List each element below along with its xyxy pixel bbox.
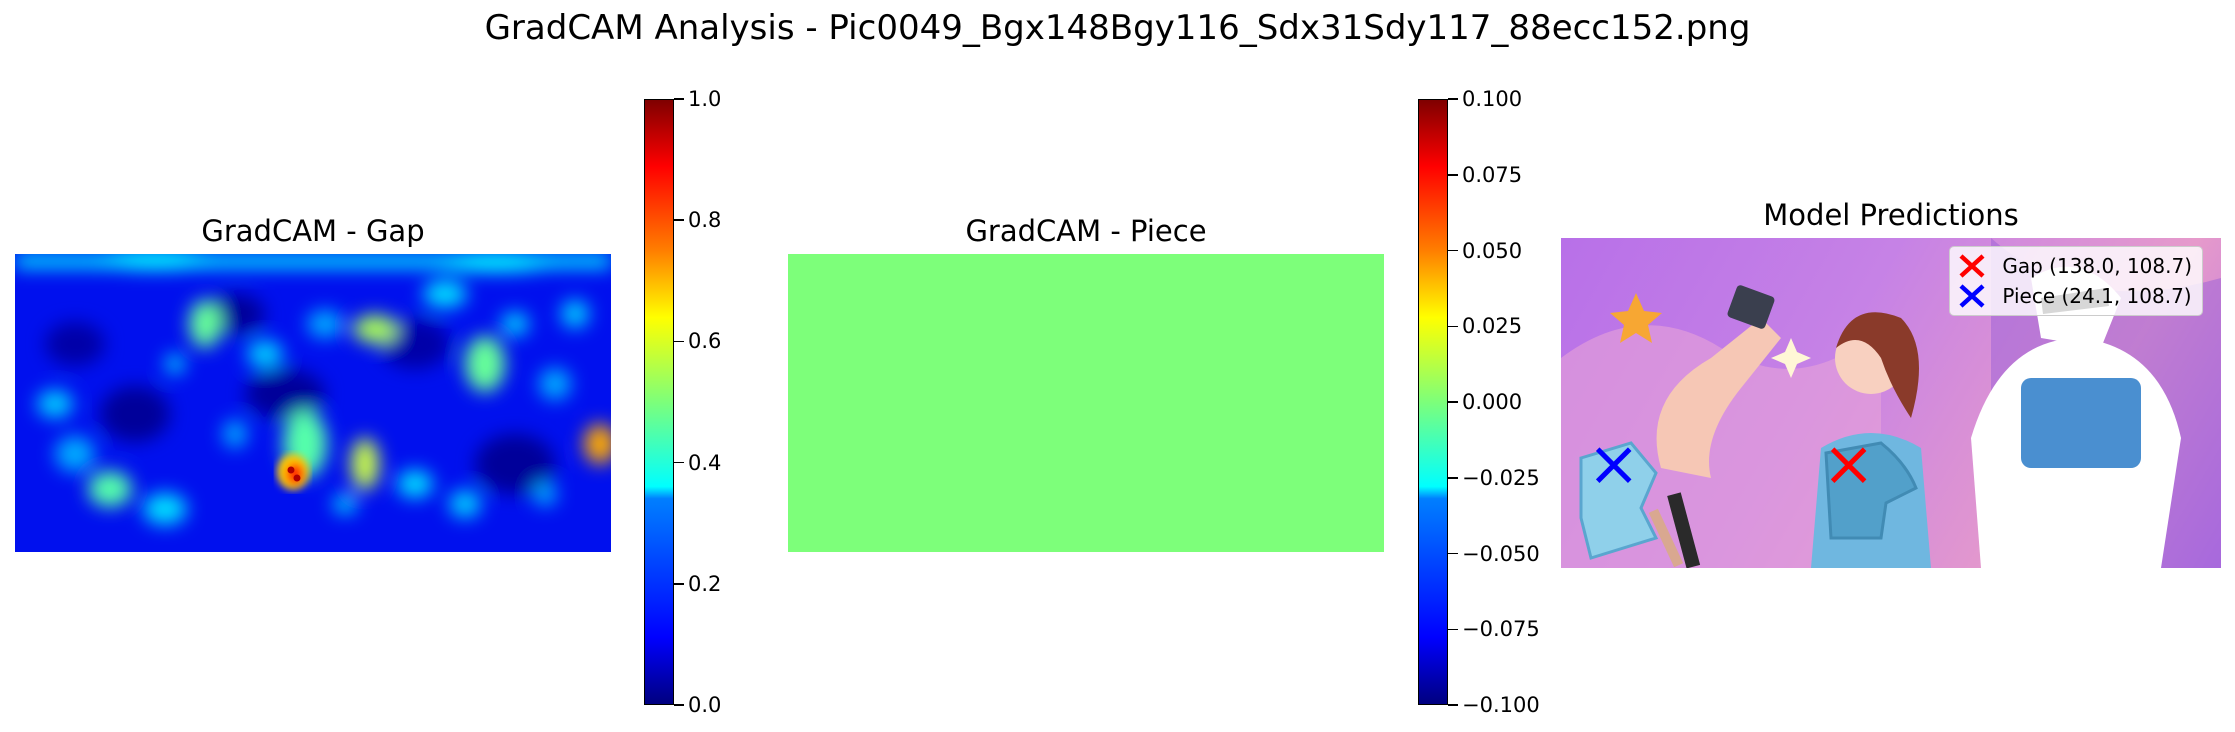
gap-colorbar — [644, 99, 674, 705]
piece-colorbar-tick-label: 0.050 — [1462, 238, 1523, 263]
piece-colorbar — [1418, 99, 1448, 705]
gap-colorbar-tick-label: 0.6 — [688, 329, 722, 354]
gap-heatmap — [15, 254, 611, 552]
piece-colorbar-tick — [1448, 401, 1458, 403]
gap-colorbar-tick-label: 0.4 — [688, 450, 722, 475]
legend-label-gap: Gap (138.0, 108.7) — [2002, 254, 2192, 278]
piece-colorbar-tick — [1448, 325, 1458, 327]
legend-label-piece: Piece (24.1, 108.7) — [2002, 284, 2192, 308]
piece-colorbar-tick — [1448, 628, 1458, 630]
piece-colorbar-tick-label: −0.025 — [1462, 465, 1540, 490]
gap-colorbar-tick — [674, 340, 684, 343]
piece-colorbar-tick-label: 0.100 — [1462, 87, 1523, 111]
piece-colorbar-tick-label: 0.000 — [1462, 390, 1523, 414]
gap-panel-title: GradCAM - Gap — [201, 214, 425, 248]
gap-colorbar-tick-label: 1.0 — [688, 87, 722, 111]
gap-colorbar-tick — [674, 704, 684, 706]
piece-colorbar-tick-label: 0.075 — [1462, 162, 1523, 187]
legend-entry-gap: Gap (138.0, 108.7) — [1956, 251, 2192, 281]
predictions-legend: Gap (138.0, 108.7) Piece (24.1, 108.7) — [1949, 246, 2203, 316]
piece-colorbar-tick — [1448, 174, 1458, 176]
piece-colorbar-tick-label: −0.050 — [1462, 541, 1540, 566]
piece-colorbar-tick — [1448, 477, 1458, 479]
prediction-image: Gap (138.0, 108.7) Piece (24.1, 108.7) — [1561, 238, 2221, 568]
gap-colorbar-tick — [674, 583, 684, 585]
piece-colorbar-tick-label: 0.025 — [1462, 314, 1523, 339]
gap-colorbar-tick-label: 0.8 — [688, 208, 722, 233]
piece-colorbar-tick — [1448, 98, 1458, 100]
piece-colorbar-tick-label: −0.100 — [1462, 693, 1540, 717]
blue-x-marker-icon — [1959, 284, 1985, 308]
piece-colorbar-tick — [1448, 552, 1458, 555]
piece-prediction-marker — [1595, 447, 1632, 483]
gap-prediction-marker — [1830, 447, 1867, 483]
piece-panel-title: GradCAM - Piece — [965, 214, 1207, 248]
prediction-illustration — [1561, 238, 2221, 568]
gap-colorbar-tick — [674, 219, 684, 221]
gap-colorbar-tick-label: 0.2 — [688, 571, 722, 596]
predictions-panel-title: Model Predictions — [1763, 198, 2019, 232]
figure-title: GradCAM Analysis - Pic0049_Bgx148Bgy116_… — [484, 8, 1751, 48]
gap-colorbar-tick — [674, 461, 684, 464]
gap-colorbar-tick-label: 0.0 — [688, 693, 722, 717]
gap-colorbar-tick — [674, 98, 684, 100]
piece-colorbar-tick-label: −0.075 — [1462, 617, 1540, 642]
legend-entry-piece: Piece (24.1, 108.7) — [1956, 281, 2192, 311]
red-x-marker-icon — [1959, 254, 1985, 278]
piece-colorbar-tick — [1448, 704, 1458, 706]
piece-colorbar-tick — [1448, 249, 1458, 252]
piece-heatmap — [788, 254, 1384, 552]
